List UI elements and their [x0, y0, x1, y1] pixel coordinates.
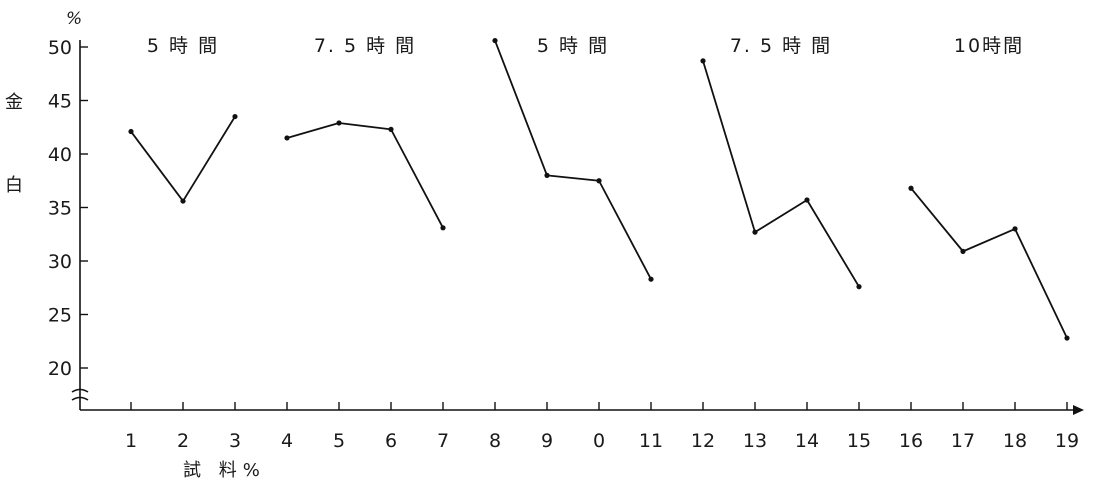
- y-tick-label: 20: [48, 358, 72, 380]
- data-point-sample-1: [128, 128, 134, 135]
- y-tick-label: 40: [48, 144, 72, 166]
- x-tick-label: 12: [691, 430, 715, 452]
- data-point-sample-17: [960, 248, 966, 254]
- data-point-sample-15: [856, 284, 862, 290]
- x-tick-label: 13: [743, 430, 767, 452]
- data-point-sample-12: [700, 58, 706, 64]
- y-axis-break-mark-lower: [71, 396, 89, 401]
- group-label: 10時間: [954, 35, 1024, 57]
- data-point-sample-10: [596, 178, 602, 184]
- x-tick-label: 0: [593, 430, 605, 452]
- x-tick-label: 4: [281, 430, 293, 452]
- x-tick-label: 17: [951, 430, 975, 452]
- group-label: 7. 5 時 間: [314, 35, 416, 57]
- data-point-sample-4: [284, 135, 290, 141]
- x-tick-label: 3: [229, 430, 241, 452]
- x-tick-label: 19: [1055, 430, 1079, 452]
- x-tick-label: 11: [639, 430, 663, 452]
- group-label: 5 時 間: [147, 35, 219, 57]
- data-point-sample-5: [336, 120, 342, 126]
- data-point-sample-16: [908, 185, 914, 191]
- series-line-group-2: [286, 122, 444, 229]
- series-line-group-5: [910, 187, 1068, 339]
- group-label: 5 時 間: [537, 35, 609, 57]
- data-point-sample-8: [492, 37, 498, 44]
- y-axis-label-char-2: 白: [5, 175, 23, 196]
- data-point-sample-9: [544, 172, 550, 178]
- series-line-group-1: [130, 116, 236, 202]
- data-point-sample-7: [440, 225, 446, 231]
- series-line-group-4: [702, 60, 860, 288]
- x-tick-label: 1: [125, 430, 137, 452]
- x-tick-label: 5: [333, 430, 345, 452]
- y-axis-label-char-1: 金: [5, 92, 23, 113]
- x-tick-label: 8: [489, 430, 501, 452]
- y-tick-label: 45: [48, 91, 72, 113]
- data-point-sample-6: [388, 126, 394, 132]
- data-point-sample-13: [752, 229, 758, 235]
- group-label: 7. 5 時 間: [730, 35, 832, 57]
- data-point-sample-18: [1012, 226, 1018, 232]
- x-tick-label: 18: [1003, 430, 1027, 452]
- x-axis-label: 試 料%: [183, 460, 266, 481]
- data-point-sample-11: [648, 276, 654, 282]
- data-point-sample-3: [232, 113, 238, 120]
- data-point-sample-14: [804, 197, 810, 203]
- x-tick-label: 7: [437, 430, 449, 452]
- series-line-group-3: [494, 40, 652, 280]
- x-tick-label: 6: [385, 430, 397, 452]
- y-tick-label: 50: [48, 37, 72, 59]
- x-tick-label: 2: [177, 430, 189, 452]
- y-axis-break-mark-upper: [71, 388, 89, 393]
- y-unit-label: %: [66, 9, 82, 29]
- x-tick-label: 14: [795, 430, 819, 452]
- data-point-sample-2: [180, 198, 186, 204]
- y-tick-label: 35: [48, 198, 72, 220]
- x-tick-label: 9: [541, 430, 553, 452]
- y-tick-label: 25: [48, 305, 72, 327]
- x-tick-label: 16: [899, 430, 923, 452]
- data-point-sample-19: [1064, 335, 1070, 341]
- y-tick-label: 30: [48, 251, 72, 273]
- x-tick-label: 15: [847, 430, 871, 452]
- x-axis-arrow: [1073, 405, 1084, 415]
